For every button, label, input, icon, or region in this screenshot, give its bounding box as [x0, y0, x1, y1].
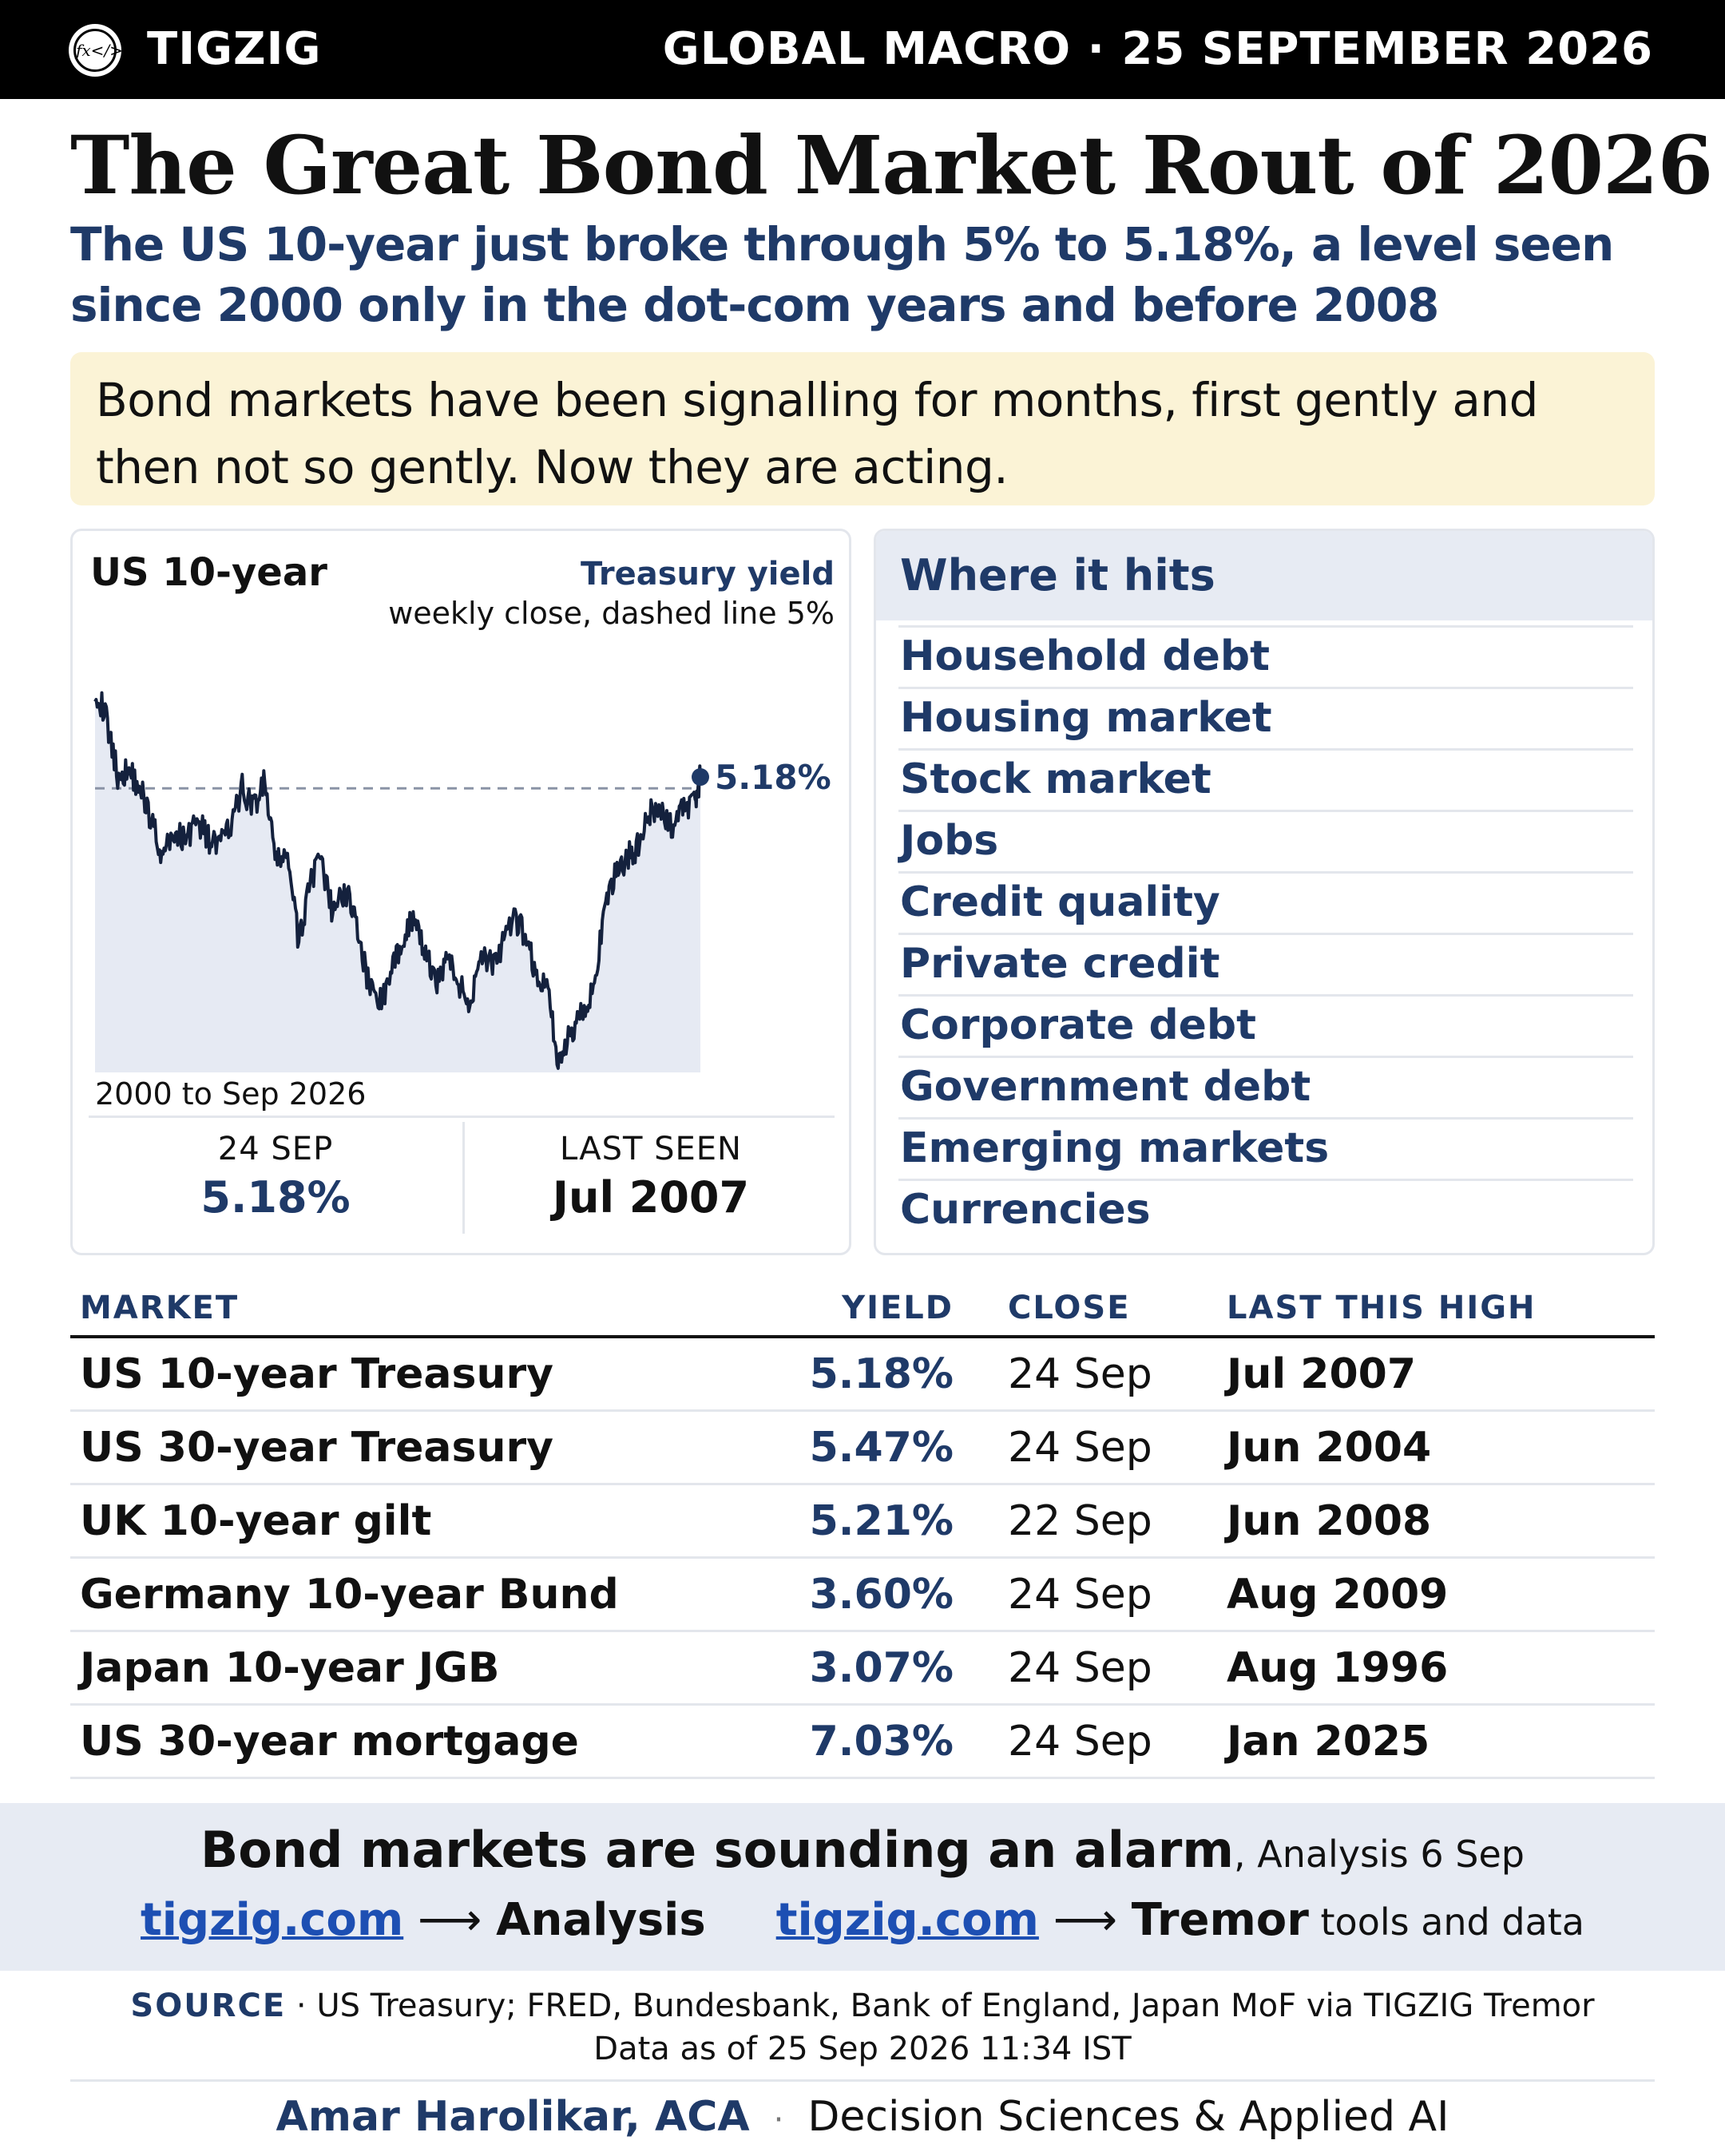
footer-divider [70, 2079, 1655, 2082]
table-row: UK 10-year gilt 5.21% 22 Sep Jun 2008 [70, 1485, 1655, 1559]
chart-title: US 10-year [90, 550, 327, 595]
page-subtitle: The US 10-year just broke through 5% to … [70, 217, 1614, 332]
chart-divider [89, 1116, 835, 1118]
high-cell: Jun 2004 [1227, 1424, 1432, 1472]
where-it-hits-header: Where it hits [876, 531, 1652, 620]
hit-item: Emerging markets [898, 1117, 1633, 1179]
brand-name[interactable]: TIGZIG [147, 23, 322, 75]
stat-divider [462, 1122, 465, 1234]
promo-date: , Analysis 6 Sep [1233, 1833, 1525, 1876]
where-it-hits-title: Where it hits [900, 550, 1215, 600]
market-cell: US 10-year Treasury [80, 1350, 553, 1398]
high-cell: Jul 2007 [1227, 1350, 1417, 1398]
source-label: SOURCE [130, 1988, 287, 2024]
hit-item: Credit quality [898, 871, 1633, 933]
col-close-header: CLOSE [1008, 1290, 1131, 1326]
hit-item: Housing market [898, 687, 1633, 748]
chart-note: weekly close, dashed line 5% [388, 596, 835, 631]
col-market-header: MARKET [80, 1290, 240, 1326]
yield-cell: 5.18% [809, 1350, 954, 1398]
where-it-hits-list: Household debt Housing market Stock mark… [898, 625, 1633, 1240]
yield-cell: 5.47% [809, 1424, 954, 1472]
close-cell: 24 Sep [1008, 1424, 1152, 1472]
section-date: GLOBAL MACRO · 25 SEPTEMBER 2026 [662, 23, 1653, 75]
chart-range-label: 2000 to Sep 2026 [95, 1076, 367, 1112]
latest-point-label: 5.18% [715, 758, 831, 797]
arrow-right-icon: ⟶ [1038, 1894, 1132, 1946]
yield-cell: 5.21% [809, 1497, 954, 1545]
close-cell: 24 Sep [1008, 1350, 1152, 1398]
table-row: US 10-year Treasury 5.18% 24 Sep Jul 200… [70, 1338, 1655, 1412]
last-seen-value: Jul 2007 [552, 1172, 750, 1223]
latest-point-marker [692, 768, 709, 787]
page-title: The Great Bond Market Rout of 2026 [70, 118, 1713, 212]
analysis-link-label: Analysis [496, 1894, 706, 1946]
last-seen-stat: LAST SEEN Jul 2007 [464, 1122, 838, 1242]
source-line: SOURCE · US Treasury; FRED, Bundesbank, … [0, 1985, 1725, 2027]
hit-item: Currencies [898, 1179, 1633, 1240]
close-cell: 24 Sep [1008, 1571, 1152, 1619]
promo-title: Bond markets are sounding an alarm [200, 1821, 1234, 1879]
data-timestamp: Data as of 25 Sep 2026 11:34 IST [593, 2031, 1132, 2067]
source-text: · US Treasury; FRED, Bundesbank, Bank of… [286, 1988, 1595, 2024]
promo-headline: Bond markets are sounding an alarm, Anal… [0, 1821, 1725, 1892]
top-bar: fx</> TIGZIG GLOBAL MACRO · 25 SEPTEMBER… [0, 0, 1725, 99]
latest-yield-label: 24 SEP [217, 1131, 334, 1167]
high-cell: Jun 2008 [1227, 1497, 1432, 1545]
close-cell: 24 Sep [1008, 1644, 1152, 1692]
high-cell: Aug 1996 [1227, 1644, 1449, 1692]
analysis-link[interactable]: tigzig.com [141, 1894, 404, 1946]
market-cell: Germany 10-year Bund [80, 1571, 619, 1619]
where-it-hits-card: Where it hits Household debt Housing mar… [874, 529, 1655, 1255]
market-cell: UK 10-year gilt [80, 1497, 432, 1545]
yield-cell: 7.03% [809, 1718, 954, 1766]
market-cell: US 30-year mortgage [80, 1718, 579, 1766]
high-cell: Aug 2009 [1227, 1571, 1449, 1619]
arrow-right-icon: ⟶ [403, 1894, 497, 1946]
high-cell: Jan 2025 [1227, 1718, 1430, 1766]
author-name: Amar Harolikar, ACA [276, 2093, 750, 2141]
yield-chart-card: US 10-year Treasury yield weekly close, … [70, 529, 851, 1255]
table-header: MARKET YIELD CLOSE LAST THIS HIGH [70, 1278, 1655, 1338]
brand-logo-icon[interactable]: fx</> [69, 24, 123, 77]
hit-item: Household debt [898, 625, 1633, 687]
table-row: US 30-year mortgage 7.03% 24 Sep Jan 202… [70, 1706, 1655, 1779]
hit-item: Jobs [898, 810, 1633, 871]
table-row: Germany 10-year Bund 3.60% 24 Sep Aug 20… [70, 1559, 1655, 1632]
callout-box: Bond markets have been signalling for mo… [70, 352, 1655, 505]
promo-links: tigzig.com ⟶ Analysis tigzig.com ⟶ Tremor… [0, 1891, 1725, 1960]
logo-glyph: fx</> [73, 29, 123, 72]
chart-area-fill [95, 692, 700, 1072]
hit-item: Stock market [898, 748, 1633, 810]
hit-item: Corporate debt [898, 994, 1633, 1056]
tremor-link-label: Tremor [1131, 1894, 1309, 1946]
yield-series-line [93, 691, 702, 1070]
last-seen-label: LAST SEEN [560, 1131, 742, 1167]
close-cell: 24 Sep [1008, 1718, 1152, 1766]
latest-yield-stat: 24 SEP 5.18% [89, 1122, 462, 1242]
market-cell: US 30-year Treasury [80, 1424, 553, 1472]
chart-subtitle: Treasury yield [580, 556, 835, 593]
table-row: Japan 10-year JGB 3.07% 24 Sep Aug 1996 [70, 1632, 1655, 1706]
yield-chart: 5.18% [93, 691, 831, 1072]
market-table: MARKET YIELD CLOSE LAST THIS HIGH US 10-… [70, 1278, 1655, 1779]
yield-cell: 3.60% [809, 1571, 954, 1619]
promo-band: Bond markets are sounding an alarm, Anal… [0, 1803, 1725, 1971]
author-role: Decision Sciences & Applied AI [807, 2093, 1449, 2141]
hit-item: Government debt [898, 1056, 1633, 1117]
tremor-link-suffix: tools and data [1308, 1900, 1584, 1944]
col-yield-header: YIELD [842, 1290, 954, 1326]
close-cell: 22 Sep [1008, 1497, 1152, 1545]
author-line: Amar Harolikar, ACA · Decision Sciences & … [0, 2091, 1725, 2153]
latest-yield-value: 5.18% [200, 1172, 351, 1223]
yield-cell: 3.07% [809, 1644, 954, 1692]
col-high-header: LAST THIS HIGH [1227, 1290, 1537, 1326]
table-row: US 30-year Treasury 5.47% 24 Sep Jun 200… [70, 1412, 1655, 1485]
author-separator: · [773, 2102, 784, 2138]
market-cell: Japan 10-year JGB [80, 1644, 500, 1692]
hit-item: Private credit [898, 933, 1633, 994]
tremor-link[interactable]: tigzig.com [775, 1894, 1039, 1946]
